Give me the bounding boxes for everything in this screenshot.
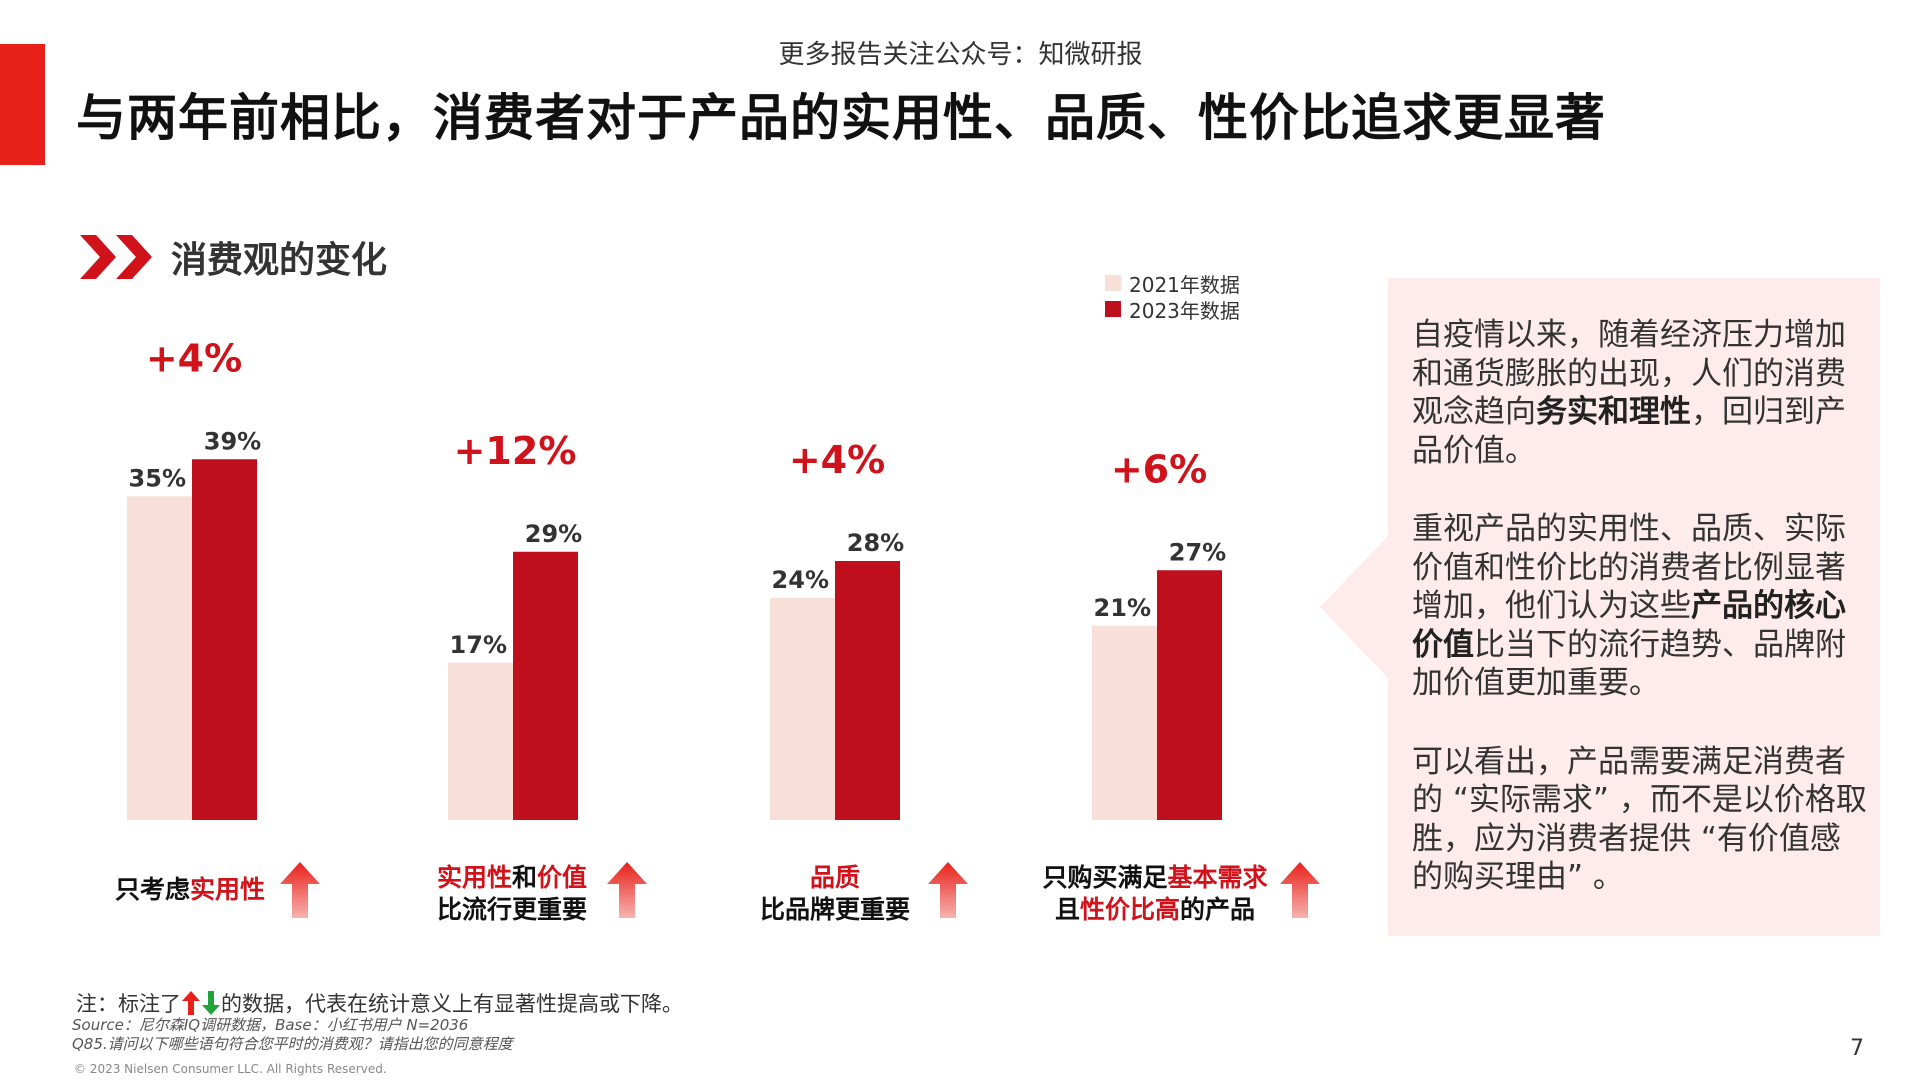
footnote: 注：标注了 的数据，代表在统计意义上有显著性提高或下降。 (76, 988, 683, 1018)
bar-2021-2 (448, 662, 513, 820)
category-label-3: 品质 比品牌更重要 (685, 862, 985, 926)
category-label-line: 实用性和价值 (436, 863, 588, 892)
legend-swatch-2021 (1105, 275, 1121, 291)
category-label-line: 且性价比高的产品 (1054, 895, 1256, 924)
value-label-2023-3: 28% (847, 529, 904, 557)
category-label-line: 品质 (809, 863, 860, 892)
page-number: 7 (1850, 1036, 1864, 1061)
insight-paragraph-2: 重视产品的实用性、品质、实际价值和性价比的消费者比例显著增加，他们认为这些产品的… (1412, 511, 1846, 701)
bar-chart: 35% 39% +4% 17% 29% +12% 24% 28% +4% 21% 27% +6% (127, 336, 1226, 820)
value-label-2021-1: 35% (129, 464, 186, 492)
page-title: 与两年前相比，消费者对于产品的实用性、品质、性价比追求更显著 (76, 89, 1606, 147)
bar-2021-4 (1092, 625, 1157, 820)
value-label-2023-1: 39% (204, 427, 261, 455)
change-label-4: +6% (1111, 447, 1207, 491)
question-text: Q85.请问以下哪些语句符合您平时的消费观？请指出您的同意程度 (72, 1035, 513, 1053)
legend-label-2021: 2021年数据 (1129, 272, 1240, 297)
bar-2023-1 (192, 459, 257, 820)
source-note: Source：尼尔森IQ调研数据，Base：小红书用户 N=2036 Q85.请… (72, 1016, 513, 1054)
category-label-line: 只考虑实用性 (114, 875, 266, 904)
category-label-4: 只购买满足基本需求 且性价比高的产品 (1005, 862, 1305, 926)
section-header: 消费观的变化 (80, 232, 387, 282)
footnote-prefix: 注：标注了 (76, 992, 181, 1016)
arrow-up-icon (182, 991, 200, 1015)
insight-paragraph-1: 自疫情以来，随着经济压力增加和通货膨胀的出现，人们的消费观念趋向务实和理性，回归… (1412, 317, 1846, 469)
insight-panel: 自疫情以来，随着经济压力增加和通货膨胀的出现，人们的消费观念趋向务实和理性，回归… (1320, 278, 1880, 936)
accent-bar (0, 44, 45, 165)
arrow-down-icon (202, 991, 220, 1015)
legend-swatch-2023 (1105, 301, 1121, 317)
bar-2023-2 (513, 551, 578, 820)
significant-increase-arrow-icon (607, 862, 647, 918)
source-text: Source：尼尔森IQ调研数据，Base：小红书用户 N=2036 (72, 1016, 469, 1034)
top-note: 更多报告关注公众号：知微研报 (778, 40, 1143, 70)
legend-item-2023: 2023年数据 (1105, 296, 1240, 323)
footnote-suffix: 的数据，代表在统计意义上有显著性提高或下降。 (221, 992, 683, 1016)
insight-text: 自疫情以来，随着经济压力增加和通货膨胀的出现，人们的消费观念趋向务实和理性，回归… (1412, 316, 1867, 937)
insight-paragraph-3: 可以看出，产品需要满足消费者的 “实际需求” ，而不是以价格取胜，应为消费者提供… (1412, 743, 1867, 896)
category-label-1: 只考虑实用性 (40, 874, 340, 906)
significant-increase-arrow-icon (928, 862, 968, 918)
value-label-2021-4: 21% (1094, 594, 1151, 622)
change-label-3: +4% (789, 438, 885, 482)
legend-label-2023: 2023年数据 (1129, 298, 1240, 323)
category-label-line: 比品牌更重要 (759, 895, 910, 924)
legend-item-2021: 2021年数据 (1105, 270, 1240, 297)
category-label-line: 比流行更重要 (436, 895, 587, 924)
bar-2021-1 (127, 496, 192, 820)
change-label-2: +12% (454, 429, 577, 473)
category-label-2: 实用性和价值 比流行更重要 (362, 862, 662, 926)
significant-increase-arrow-icon (1280, 862, 1320, 918)
value-label-2021-2: 17% (450, 631, 507, 659)
category-label-line: 只购买满足基本需求 (1042, 863, 1268, 892)
chart-legend: 2021年数据 2023年数据 (1105, 270, 1240, 323)
value-label-2023-4: 27% (1169, 538, 1226, 566)
value-label-2023-2: 29% (525, 520, 582, 548)
insight-panel-background (1320, 278, 1880, 936)
significant-increase-arrow-icon (280, 862, 320, 918)
section-title: 消费观的变化 (171, 240, 388, 281)
double-chevron-icon (80, 235, 152, 279)
bar-2023-3 (835, 561, 900, 820)
copyright: © 2023 Nielsen Consumer LLC. All Rights … (74, 1062, 387, 1076)
bar-2021-3 (770, 598, 835, 820)
value-label-2021-3: 24% (772, 566, 829, 594)
change-label-1: +4% (146, 336, 242, 380)
bar-2023-4 (1157, 570, 1222, 820)
